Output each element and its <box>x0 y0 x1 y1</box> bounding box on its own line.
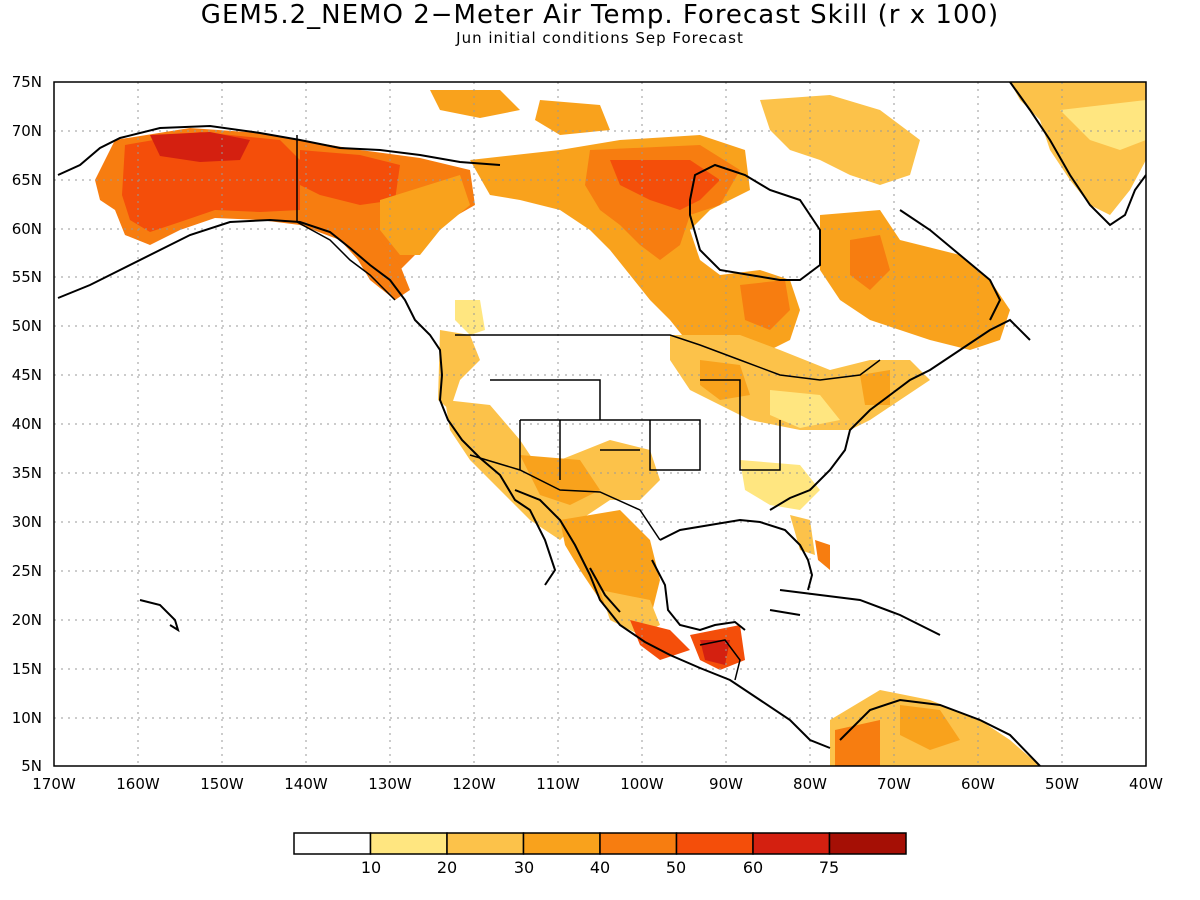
map-title: GEM5.2_NEMO 2−Meter Air Temp. Forecast S… <box>200 0 1000 30</box>
lat-label-70n: 70N <box>11 122 42 140</box>
lon-label-60w: 60W <box>961 775 995 793</box>
lat-label-60n: 60N <box>11 220 42 238</box>
map-frame <box>53 81 1147 767</box>
colorbar-swatch <box>369 832 448 855</box>
coastlines <box>57 82 1146 766</box>
lat-label-5n: 5N <box>21 757 42 775</box>
map-subtitle: Jun initial conditions Sep Forecast <box>456 29 744 47</box>
lat-label-35n: 35N <box>11 464 42 482</box>
lat-label-15n: 15N <box>11 660 42 678</box>
colorbar-swatch <box>293 832 372 855</box>
lat-label-40n: 40N <box>11 415 42 433</box>
lon-label-80w: 80W <box>793 775 827 793</box>
lat-label-30n: 30N <box>11 513 42 531</box>
lon-label-90w: 90W <box>709 775 743 793</box>
lon-label-120w: 120W <box>452 775 496 793</box>
colorbar-swatch <box>522 832 601 855</box>
lon-label-70w: 70W <box>877 775 911 793</box>
lat-label-55n: 55N <box>11 268 42 286</box>
skill-shading <box>95 82 1146 766</box>
lat-label-25n: 25N <box>11 562 42 580</box>
lon-label-150w: 150W <box>200 775 244 793</box>
colorbar-label-40: 40 <box>589 858 611 877</box>
colorbar-label-60: 60 <box>742 858 764 877</box>
colorbar-label-75: 75 <box>818 858 840 877</box>
lat-label-45n: 45N <box>11 366 42 384</box>
lon-label-100w: 100W <box>620 775 664 793</box>
borders <box>296 135 881 681</box>
lon-label-170w: 170W <box>32 775 76 793</box>
colorbar-swatch <box>446 832 525 855</box>
lon-label-160w: 160W <box>116 775 160 793</box>
colorbar-label-10: 10 <box>360 858 382 877</box>
lat-label-75n: 75N <box>11 73 42 91</box>
lon-label-50w: 50W <box>1045 775 1079 793</box>
colorbar-label-50: 50 <box>665 858 687 877</box>
colorbar-swatch <box>752 832 831 855</box>
lat-label-65n: 65N <box>11 171 42 189</box>
colorbar <box>293 832 907 855</box>
graticule <box>54 82 1146 766</box>
colorbar-swatch <box>675 832 754 855</box>
lon-label-110w: 110W <box>536 775 580 793</box>
lat-label-50n: 50N <box>11 317 42 335</box>
lon-label-130w: 130W <box>368 775 412 793</box>
colorbar-swatch <box>599 832 678 855</box>
lon-label-140w: 140W <box>284 775 328 793</box>
colorbar-swatch <box>828 832 907 855</box>
colorbar-label-30: 30 <box>513 858 535 877</box>
lat-label-20n: 20N <box>11 611 42 629</box>
colorbar-label-20: 20 <box>436 858 458 877</box>
lon-label-40w: 40W <box>1129 775 1163 793</box>
lat-label-10n: 10N <box>11 709 42 727</box>
